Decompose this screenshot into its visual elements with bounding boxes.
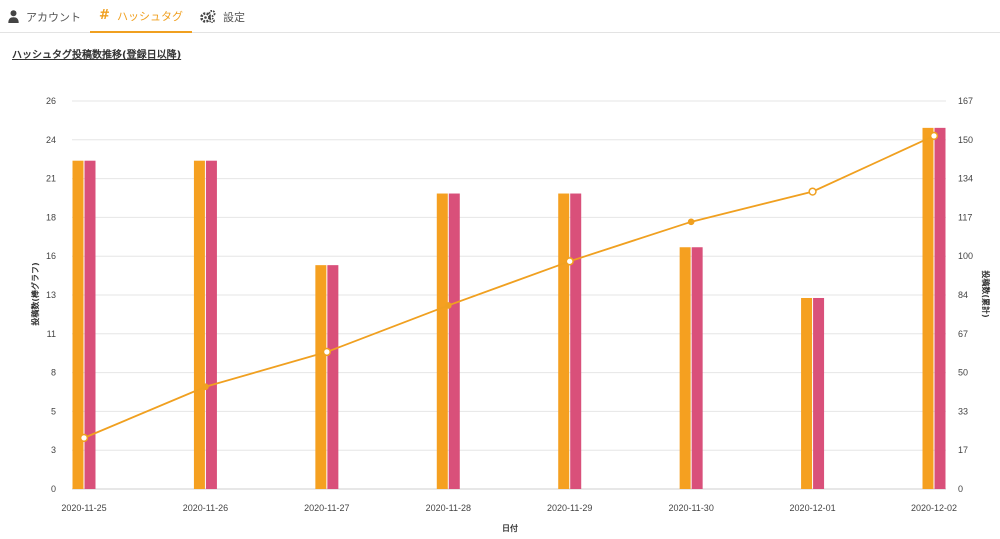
y-left-tick-label: 21 (46, 174, 56, 184)
y-left-tick-label: 3 (51, 445, 56, 455)
y-right-tick-label: 0 (958, 484, 963, 494)
hashtag-icon: # (99, 8, 110, 23)
tab-account-label: アカウント (26, 10, 81, 24)
cumulative-line (83, 135, 935, 439)
bar-series-b (327, 265, 339, 489)
y-right-tick-label: 150 (958, 135, 973, 145)
x-tick-label: 2020-11-25 (61, 503, 106, 513)
gears-icon (200, 10, 216, 23)
y-left-axis-title: 投稿数(棒グラフ) (30, 262, 40, 325)
x-tick-label: 2020-11-28 (426, 503, 471, 513)
y-right-tick-label: 134 (958, 174, 973, 184)
line-point (322, 347, 332, 357)
y-left-tick-label: 8 (51, 368, 56, 378)
bar-series-b (691, 247, 703, 489)
y-right-tick-label: 67 (958, 329, 968, 339)
y-right-axis-title: 投稿数(累計) (981, 270, 991, 317)
bar-series-b (813, 297, 825, 489)
y-right-tick-label: 17 (958, 445, 968, 455)
bar-series-b (84, 160, 96, 489)
tab-hashtag-label: ハッシュタグ (116, 9, 183, 23)
bar-series-a (193, 160, 205, 489)
bar-series-a (72, 160, 84, 489)
line-point (808, 187, 817, 196)
y-left-tick-label: 24 (46, 135, 56, 145)
x-tick-label: 2020-11-26 (183, 503, 228, 513)
bar-series-a (558, 193, 570, 489)
bar-series-a (436, 193, 448, 489)
tab-hashtag[interactable]: # ハッシュタグ (90, 0, 192, 33)
y-right-tick-label: 33 (958, 406, 968, 416)
bar-series-a (679, 247, 691, 489)
x-tick-label: 2020-11-29 (547, 503, 592, 513)
bar-series-a (922, 127, 934, 489)
y-right-tick-label: 117 (958, 212, 972, 222)
y-right-tick-label: 50 (958, 368, 968, 378)
y-left-tick-label: 26 (46, 96, 56, 106)
x-tick-label: 2020-11-27 (304, 503, 349, 513)
line-point (565, 257, 574, 266)
bar-series-a (801, 297, 813, 489)
y-left-tick-label: 13 (46, 290, 56, 300)
bar-series-b (934, 127, 946, 489)
bar-series-a (315, 265, 327, 489)
line-point (687, 218, 695, 226)
y-left-tick-label: 5 (51, 406, 56, 416)
line-point (202, 383, 209, 391)
bar-series-b (570, 193, 582, 489)
x-axis-title: 日付 (502, 523, 518, 533)
y-left-tick-label: 0 (51, 484, 56, 494)
tab-settings-label: 設定 (223, 10, 245, 24)
y-left-tick-label: 16 (46, 251, 56, 261)
y-left-tick-label: 11 (47, 329, 56, 339)
x-tick-label: 2020-12-02 (911, 503, 957, 513)
line-point (79, 433, 89, 443)
y-right-tick-label: 100 (958, 251, 973, 261)
y-left-tick-label: 18 (46, 212, 56, 222)
y-right-tick-label: 84 (958, 290, 968, 300)
y-right-tick-label: 167 (958, 96, 973, 106)
line-point (929, 131, 939, 141)
bar-series-b (448, 193, 460, 489)
nav-tabs: アカウント # ハッシュタグ 設定 (0, 0, 1000, 33)
tab-settings[interactable]: 設定 (200, 0, 256, 33)
page-title: ハッシュタグ投稿数推移(登録日以降) (12, 50, 182, 61)
user-icon (8, 10, 19, 23)
x-tick-label: 2020-12-01 (790, 503, 836, 513)
x-tick-label: 2020-11-30 (668, 503, 713, 513)
bar-series-b (205, 160, 217, 489)
line-point (444, 302, 452, 309)
tab-account[interactable]: アカウント (8, 0, 88, 33)
